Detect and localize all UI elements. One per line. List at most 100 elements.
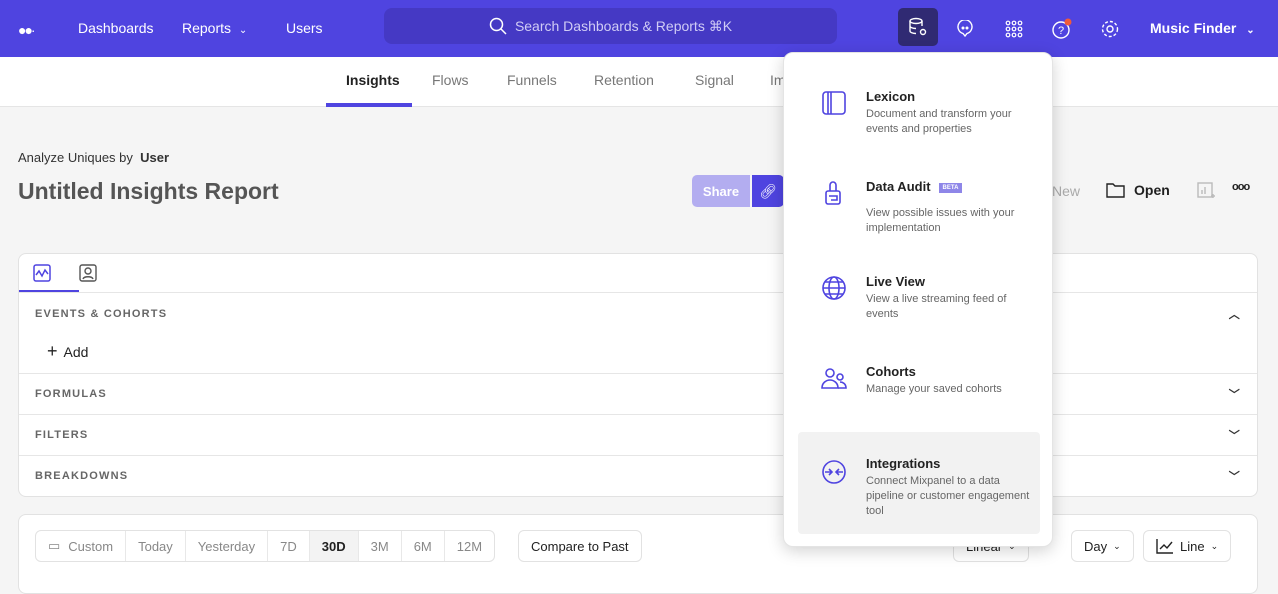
chat-icon	[957, 20, 973, 38]
integrations-icon	[822, 460, 846, 484]
range-custom[interactable]: ▭ Custom	[36, 531, 127, 561]
search-placeholder: Search Dashboards & Reports ⌘K	[514, 17, 733, 34]
menu-item-data-audit[interactable]: Data Audit BETA View possible issues with…	[798, 179, 1040, 281]
report-tabs	[0, 57, 1278, 107]
project-selector[interactable]: Music Finder ⌄	[1150, 20, 1255, 36]
filters-section[interactable]: FILTERS ﹀	[19, 414, 1257, 455]
interval-label: Day	[1084, 538, 1108, 554]
tab-funnels[interactable]: Funnels	[507, 72, 557, 88]
tab-insights[interactable]: Insights	[346, 72, 400, 88]
user-profile-icon	[79, 264, 97, 282]
menu-item-title: Live View	[866, 274, 926, 289]
audit-lock-icon	[825, 181, 841, 205]
range-yesterday[interactable]: Yesterday	[186, 531, 269, 561]
menu-item-description: Manage your saved cohorts	[866, 383, 1002, 395]
range-3m[interactable]: 3M	[359, 531, 402, 561]
menu-item-cohorts[interactable]: Cohorts Manage your saved cohorts	[798, 364, 1040, 466]
book-icon	[822, 91, 846, 115]
search-icon	[489, 17, 507, 35]
date-range-selector: ▭ Custom Today Yesterday 7D 30D 3M 6M 12M	[35, 530, 496, 562]
chevron-down-icon: ﹀	[1228, 430, 1241, 442]
chevron-down-icon: ⌄	[1210, 540, 1219, 551]
tab-signal[interactable]: Signal	[695, 72, 734, 88]
data-management-menu: Lexicon Document and transform your even…	[783, 52, 1053, 547]
help-button[interactable]: ?	[1042, 10, 1082, 48]
more-options-icon[interactable]: ooo	[1232, 181, 1250, 193]
menu-item-live-view[interactable]: Live View View a live streaming feed of …	[798, 274, 1040, 376]
users-tab[interactable]	[79, 264, 97, 287]
range-label: Custom	[68, 538, 114, 554]
active-tab-indicator	[326, 103, 412, 107]
apps-button[interactable]	[994, 10, 1034, 48]
metrics-tab[interactable]	[33, 264, 51, 287]
settings-button[interactable]	[1090, 10, 1130, 48]
menu-item-integrations[interactable]: Integrations Connect Mixpanel to a data …	[798, 432, 1040, 534]
share-button[interactable]: Share	[692, 175, 750, 207]
add-label: Add	[63, 344, 89, 360]
logo[interactable]: ●●·	[18, 22, 36, 38]
chevron-down-icon: ⌄	[1113, 540, 1121, 551]
chart-type-label: Line	[1180, 538, 1205, 554]
chevron-up-icon[interactable]: ︿	[1228, 309, 1241, 321]
project-name: Music Finder	[1150, 20, 1237, 36]
range-7d[interactable]: 7D	[268, 531, 310, 561]
tab-impact[interactable]: Im	[770, 72, 786, 88]
range-30d[interactable]: 30D	[309, 531, 359, 561]
data-management-icon	[909, 17, 927, 36]
section-label: BREAKDOWNS	[35, 470, 129, 482]
add-to-dashboard-button[interactable]	[1197, 182, 1215, 205]
menu-item-description: View possible issues with your implement…	[866, 207, 1015, 234]
nav-reports[interactable]: Reports ⌄	[182, 20, 247, 36]
menu-item-title: Cohorts	[866, 364, 916, 379]
calendar-icon: ▭	[48, 538, 61, 553]
svg-text:?: ?	[1058, 25, 1064, 37]
range-today[interactable]: Today	[126, 531, 186, 561]
chevron-down-icon: ﹀	[1228, 471, 1241, 483]
menu-item-title-text: Data Audit	[866, 179, 931, 194]
active-tab-indicator	[19, 290, 79, 293]
data-management-button[interactable]	[898, 8, 938, 46]
chat-button[interactable]	[945, 10, 985, 48]
chart-type-selector[interactable]: Line ⌄	[1143, 530, 1232, 562]
tab-flows[interactable]: Flows	[432, 72, 469, 88]
plus-icon: +	[47, 341, 58, 361]
menu-item-title: Lexicon	[866, 89, 916, 104]
folder-icon	[1106, 183, 1125, 198]
menu-item-description: Document and transform your events and p…	[866, 108, 1012, 135]
range-12m[interactable]: 12M	[456, 538, 483, 554]
apps-grid-icon	[1005, 20, 1023, 38]
section-label: FORMULAS	[35, 388, 107, 400]
analyze-value[interactable]: User	[140, 150, 170, 165]
menu-item-description: Connect Mixpanel to a data pipeline or c…	[866, 475, 1030, 517]
range-6m[interactable]: 6M	[402, 531, 445, 561]
events-cohorts-section: EVENTS & COHORTS + Add ︿	[19, 292, 1257, 373]
add-chart-icon	[1197, 182, 1215, 198]
chevron-down-icon: ⌄	[1246, 25, 1255, 36]
section-label: EVENTS & COHORTS	[35, 308, 168, 320]
breakdowns-section[interactable]: BREAKDOWNS ﹀	[19, 455, 1257, 497]
interval-selector[interactable]: Day ⌄	[1071, 530, 1134, 562]
settings-icon	[1101, 20, 1119, 38]
menu-item-lexicon[interactable]: Lexicon Document and transform your even…	[798, 89, 1040, 191]
new-button[interactable]: New	[1052, 183, 1081, 199]
formulas-section[interactable]: FORMULAS ﹀	[19, 373, 1257, 414]
help-icon: ?	[1052, 18, 1072, 39]
chevron-down-icon: ⌄	[238, 25, 248, 36]
link-icon: 🔗︎	[759, 182, 777, 199]
report-title[interactable]: Untitled Insights Report	[18, 178, 279, 204]
tab-retention[interactable]: Retention	[594, 72, 654, 88]
nav-dashboards[interactable]: Dashboards	[78, 20, 154, 36]
chevron-down-icon: ﹀	[1228, 389, 1241, 401]
search-input[interactable]: Search Dashboards & Reports ⌘K	[384, 8, 837, 44]
analyze-label: Analyze Uniques by	[18, 150, 133, 165]
section-label: FILTERS	[35, 429, 89, 441]
compare-to-past-button[interactable]: Compare to Past	[518, 530, 642, 562]
beta-badge: BETA	[938, 182, 963, 193]
query-builder-card: EVENTS & COHORTS + Add ︿ FORMULAS ﹀ FILTER…	[18, 253, 1258, 497]
users-icon	[821, 368, 847, 389]
add-event-button[interactable]: + Add	[47, 341, 88, 362]
copy-link-button[interactable]: 🔗︎	[752, 175, 784, 207]
open-label: Open	[1134, 182, 1170, 198]
open-button[interactable]: Open	[1106, 182, 1170, 198]
nav-users[interactable]: Users	[286, 20, 323, 36]
